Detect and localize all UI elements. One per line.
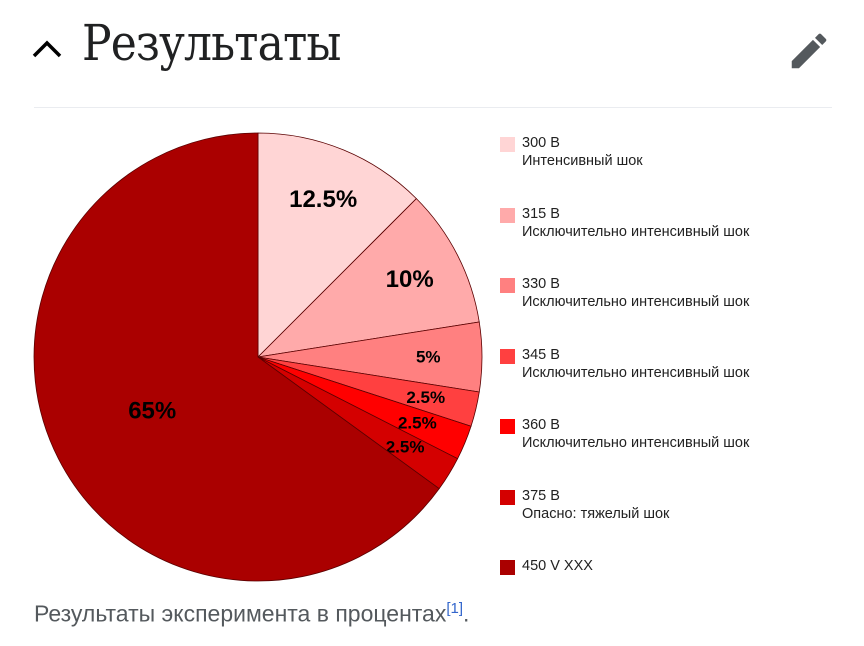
legend-swatch xyxy=(500,207,515,223)
slice-label: 5% xyxy=(416,348,441,367)
pie-slice xyxy=(257,132,417,358)
legend-label: 375 В xyxy=(522,487,560,504)
slice-label: 2.5% xyxy=(406,388,445,407)
legend-swatch xyxy=(500,137,515,152)
legend-description: Исключительно интенсивный шок xyxy=(522,364,750,381)
legend-text: 450 V XXX xyxy=(522,557,593,575)
slice-label: 2.5% xyxy=(398,414,437,433)
legend-label: 330 В xyxy=(522,276,560,292)
legend-description: Интенсивный шок xyxy=(522,153,643,169)
section-header[interactable]: Результаты xyxy=(0,0,864,108)
legend-text: 315 В Исключительно интенсивный шок xyxy=(522,205,749,241)
legend-label: 315 В xyxy=(522,205,560,222)
legend-text: 345 В Исключительно интенсивный шок xyxy=(522,346,749,382)
slice-label: 10% xyxy=(386,266,434,293)
legend-label: 300 В xyxy=(522,135,560,151)
caption-end: . xyxy=(463,600,470,627)
legend-text: 330 В Исключительно интенсивный шок xyxy=(522,275,749,311)
legend-swatch xyxy=(500,560,515,575)
legend-swatch xyxy=(500,489,515,505)
legend-swatch xyxy=(500,278,515,293)
pie-slice xyxy=(256,198,480,358)
legend-label: 450 V XXX xyxy=(522,558,593,574)
figure-caption: Результаты эксперимента в процентах[1]. xyxy=(34,600,469,628)
chevron-up-icon[interactable] xyxy=(30,36,64,62)
pie-slice xyxy=(33,132,440,582)
legend-description: Опасно: тяжелый шок xyxy=(522,505,670,522)
slice-label: 2.5% xyxy=(386,438,425,457)
legend-description: Исключительно интенсивный шок xyxy=(522,435,750,451)
section-title: Результаты xyxy=(82,14,341,72)
slice-label: 12.5% xyxy=(289,186,357,213)
legend-description: Исключительно интенсивный шок xyxy=(522,294,750,310)
caption-text: Результаты эксперимента в процентах xyxy=(34,600,447,627)
pie-chart: 12.5% 10% 5% 2.5% 2.5% 2.5% 65% xyxy=(33,132,483,582)
legend-text: 375 В Опасно: тяжелый шок xyxy=(522,487,669,523)
legend-text: 360 В Исключительно интенсивный шок xyxy=(522,416,749,452)
slice-label: 65% xyxy=(128,397,176,424)
divider xyxy=(34,107,832,108)
legend-swatch xyxy=(500,419,515,434)
legend-swatch xyxy=(500,348,515,364)
legend-text: 300 В Интенсивный шок xyxy=(522,134,643,170)
legend-label: 345 В xyxy=(522,346,560,363)
legend-description: Исключительно интенсивный шок xyxy=(522,223,750,240)
pencil-icon[interactable] xyxy=(786,28,832,74)
reference-link[interactable]: [1] xyxy=(446,600,464,617)
legend-label: 360 В xyxy=(522,417,560,433)
